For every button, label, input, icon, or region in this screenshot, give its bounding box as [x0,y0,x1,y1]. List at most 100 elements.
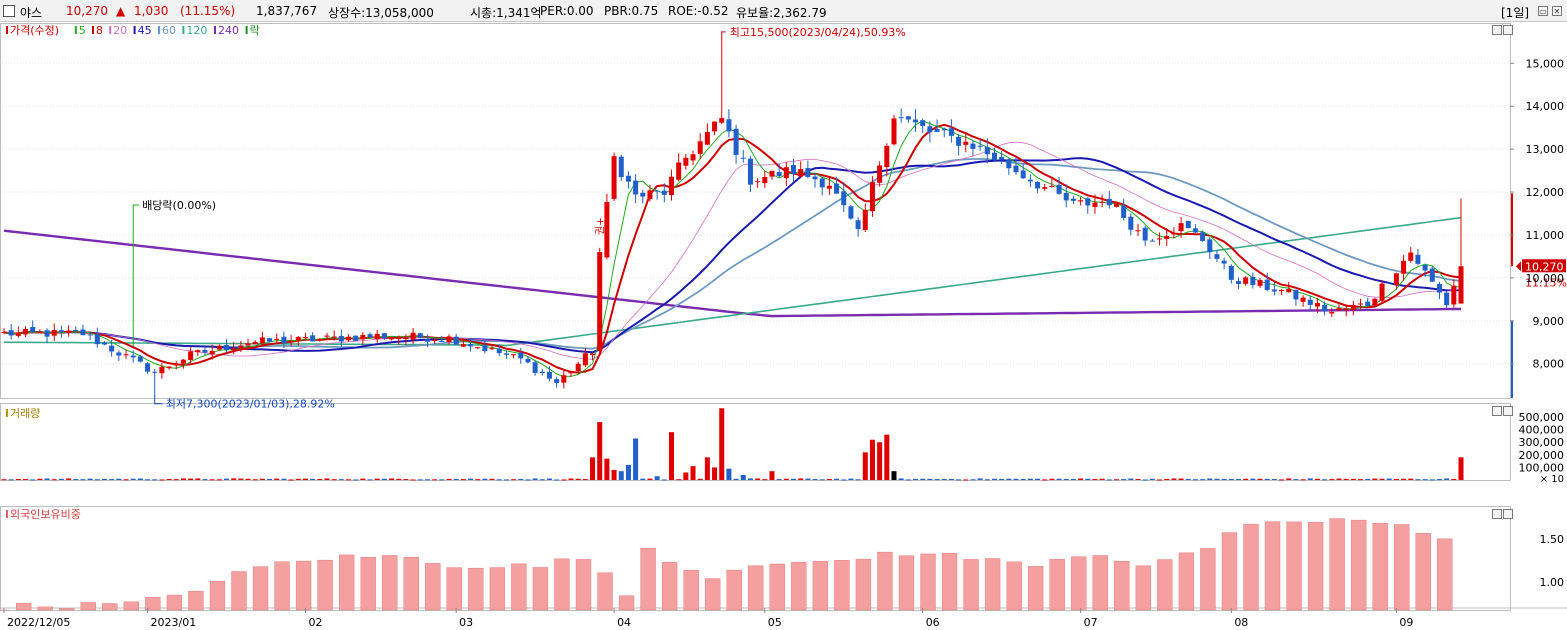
volume-bar [80,479,86,481]
candle-body [1300,297,1306,302]
candle-body [590,353,596,356]
candle [1149,238,1155,242]
volume-bar [180,478,186,480]
volume-bar [310,478,316,480]
candle-body [130,355,136,358]
candle-body [1422,264,1428,271]
volume-bar [403,479,409,481]
candle-body [769,170,775,177]
volume-bar [568,478,574,480]
candle [66,325,72,337]
volume-bar [87,478,93,480]
candle [152,368,158,394]
foreign-ratio-bar [1415,533,1431,611]
legend-swatch [158,26,160,34]
volume-bar [137,478,143,480]
candle-body [920,120,926,127]
candle-body [633,180,639,195]
volume-axis-label: 200,000 [1519,449,1565,462]
candle [1106,190,1112,209]
volume-bar [1135,478,1141,480]
candle-body [80,329,86,336]
candle [582,347,588,368]
candle-body [1257,280,1263,286]
candle-body [1,332,7,334]
volume-bar [1271,478,1277,480]
foreign-ratio-bar [1264,521,1281,611]
volume-bar [58,478,64,480]
volume-bar [1020,478,1026,480]
select-checkbox[interactable] [3,5,15,17]
candle [511,353,517,359]
volume-bar [1422,479,1428,481]
foreign-ratio-bar [166,594,183,611]
foreign-ratio-bar [1049,559,1065,611]
volume-bar [1336,478,1342,480]
ma-8-line [3,123,1462,374]
volume-bar [927,478,933,480]
foreign-ratio-bar [834,560,850,611]
window-close-icon[interactable]: ✕ [1552,6,1562,16]
candle-body [798,169,804,177]
candle-body [755,181,761,183]
candle [1085,197,1091,214]
candle-body [209,350,215,355]
volume-bar [231,478,237,480]
candle [267,338,273,343]
candle [640,189,646,204]
candle-body [826,185,832,189]
candle-body [180,359,186,364]
candle [468,337,474,352]
panel-maximize-icon [1492,406,1502,416]
foreign-ratio-bar [877,551,893,611]
candle [417,333,423,339]
candle-body [188,351,194,360]
foreign-ratio-bar [1243,524,1259,611]
volume-bar [532,478,538,480]
period-selector[interactable]: [1일] [1501,6,1530,20]
legend-swatch [214,26,216,34]
volume-bar [432,479,438,481]
stock-name: 야스 [20,6,43,20]
candle-body [554,379,560,383]
candle-body [690,154,696,161]
candle [367,332,373,339]
foreign-ratio-bar [37,606,53,611]
foreign-ratio-bar [812,560,829,611]
candle [58,325,64,338]
candle [704,123,710,145]
volume-bar [668,432,675,480]
foreign-legend-swatch [6,510,8,518]
volume-bar [1279,479,1285,481]
candle-body [1314,302,1320,307]
candle [482,340,488,354]
volume-bar [295,478,301,480]
candle [1214,249,1220,263]
candle [496,344,502,357]
candle-body [1200,232,1206,241]
window-minimize-icon[interactable]: ▭ [1538,6,1548,16]
candle-body [1171,233,1177,235]
candle [1451,279,1457,308]
x-axis-label: 06 [926,616,940,629]
volume-bar [1365,478,1371,480]
panel-close-icon [1503,406,1513,416]
volume-bar [790,478,797,480]
candle-body [1027,179,1033,182]
candle [1422,264,1428,277]
volume-bar [496,479,502,481]
candle [30,320,36,333]
legend-swatch [6,26,8,34]
volume-bar [905,479,911,481]
volume-bar [561,479,567,481]
candle-body [460,344,466,347]
candle-body [30,327,36,332]
volume-bar [317,479,323,481]
candle [1185,220,1191,229]
candle-body [1099,201,1105,203]
candle-body [51,330,57,336]
candle [546,366,552,382]
candle-body [1221,260,1227,264]
candle [1128,213,1134,236]
volume-bar [410,479,416,481]
